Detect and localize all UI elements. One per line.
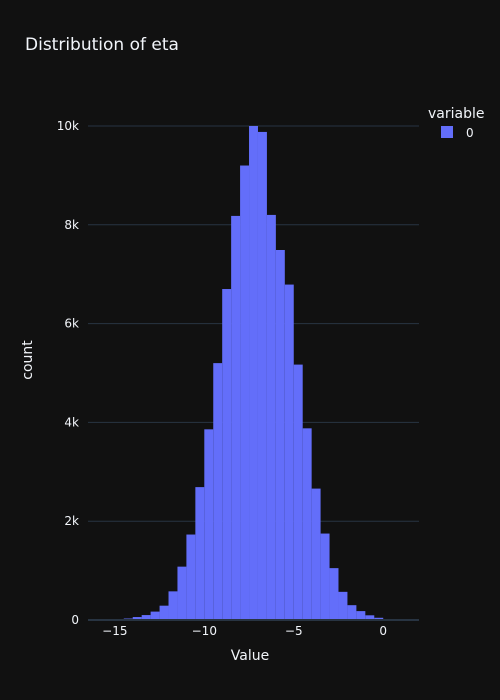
histogram-bars — [105, 126, 402, 621]
x-tick-label: −15 — [102, 624, 127, 638]
histogram-bar[interactable] — [186, 534, 196, 620]
histogram-bar[interactable] — [213, 363, 223, 620]
histogram-bar[interactable] — [168, 591, 178, 620]
histogram-bar[interactable] — [365, 615, 375, 620]
y-tick-label: 2k — [64, 514, 79, 528]
histogram-bar[interactable] — [231, 215, 241, 620]
x-axis-title: Value — [231, 648, 269, 664]
histogram-bar[interactable] — [150, 611, 160, 620]
y-axis-title: count — [20, 340, 36, 380]
y-tick-label: 8k — [64, 218, 79, 232]
histogram-bar[interactable] — [338, 591, 348, 620]
x-tick-label: −5 — [285, 624, 303, 638]
histogram-bar[interactable] — [132, 617, 142, 620]
x-tick-label: −10 — [192, 624, 217, 638]
y-tick-label: 0 — [71, 613, 79, 627]
histogram-bar[interactable] — [266, 214, 276, 621]
histogram-bar[interactable] — [320, 533, 330, 620]
histogram-bar[interactable] — [222, 289, 232, 620]
legend-swatch[interactable] — [441, 126, 453, 138]
histogram-bar[interactable] — [249, 126, 258, 620]
chart-title: Distribution of eta — [25, 35, 179, 55]
y-tick-label: 6k — [64, 317, 79, 331]
histogram-bar[interactable] — [141, 615, 151, 620]
histogram-bar[interactable] — [302, 428, 312, 620]
y-tick-labels: 0 2k 4k 6k 8k 10k — [57, 119, 79, 627]
legend-title[interactable]: variable — [428, 106, 484, 122]
histogram-bar[interactable] — [159, 605, 169, 620]
histogram-bar[interactable] — [284, 284, 294, 620]
legend-item-label[interactable]: 0 — [466, 126, 474, 140]
histogram-bar[interactable] — [257, 131, 267, 621]
histogram-bar[interactable] — [311, 488, 321, 620]
histogram-bar[interactable] — [329, 568, 339, 620]
y-tick-label: 4k — [64, 415, 79, 429]
histogram-bar[interactable] — [347, 605, 357, 620]
legend: variable 0 — [428, 106, 484, 140]
histogram-bar[interactable] — [177, 566, 187, 620]
histogram-bar[interactable] — [204, 429, 214, 620]
histogram-bar[interactable] — [374, 617, 384, 620]
histogram-bar[interactable] — [293, 364, 303, 620]
x-tick-labels: −15 −10 −5 0 — [102, 624, 387, 638]
x-tick-label: 0 — [379, 624, 387, 638]
histogram-bar[interactable] — [356, 611, 366, 620]
histogram-bar[interactable] — [240, 165, 250, 620]
histogram-bar[interactable] — [195, 487, 205, 620]
histogram-bar[interactable] — [275, 249, 285, 620]
y-tick-label: 10k — [57, 119, 79, 133]
